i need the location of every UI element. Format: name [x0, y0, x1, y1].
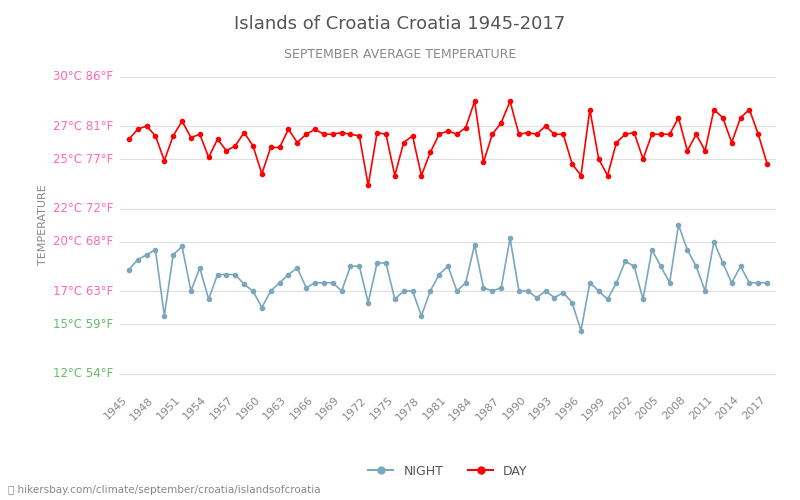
- Text: 27°C 81°F: 27°C 81°F: [53, 120, 114, 132]
- Text: Islands of Croatia Croatia 1945-2017: Islands of Croatia Croatia 1945-2017: [234, 15, 566, 33]
- Y-axis label: TEMPERATURE: TEMPERATURE: [38, 184, 49, 266]
- Text: 20°C 68°F: 20°C 68°F: [54, 235, 114, 248]
- Text: ⓘ hikersbay.com/climate/september/croatia/islandsofcroatia: ⓘ hikersbay.com/climate/september/croati…: [8, 485, 321, 495]
- Text: 22°C 72°F: 22°C 72°F: [53, 202, 114, 215]
- Text: 30°C 86°F: 30°C 86°F: [54, 70, 114, 83]
- Text: 17°C 63°F: 17°C 63°F: [53, 284, 114, 298]
- Text: 12°C 54°F: 12°C 54°F: [53, 367, 114, 380]
- Text: SEPTEMBER AVERAGE TEMPERATURE: SEPTEMBER AVERAGE TEMPERATURE: [284, 48, 516, 60]
- Text: 25°C 77°F: 25°C 77°F: [53, 152, 114, 166]
- Legend: NIGHT, DAY: NIGHT, DAY: [363, 460, 533, 483]
- Text: 15°C 59°F: 15°C 59°F: [54, 318, 114, 330]
